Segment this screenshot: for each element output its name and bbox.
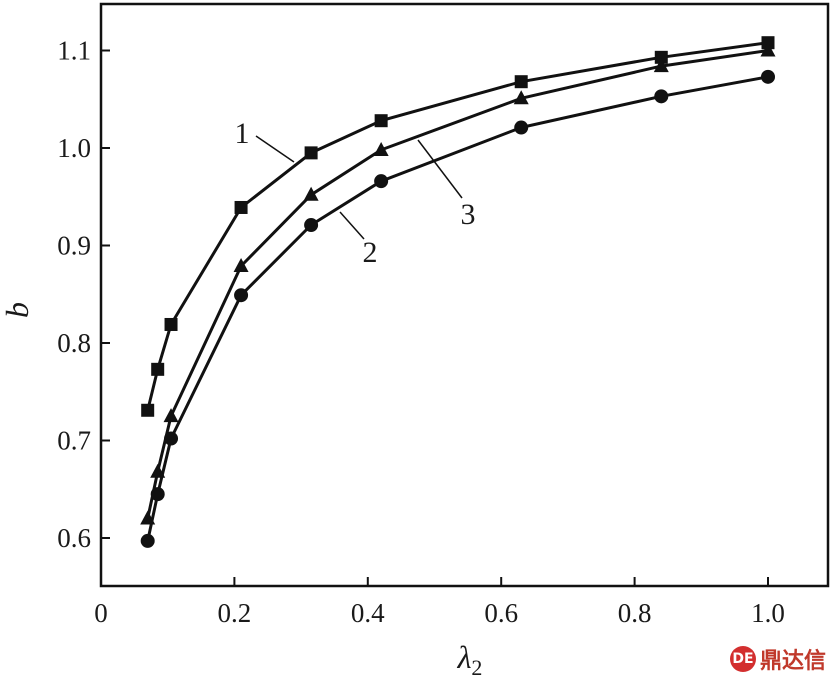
- series-3-point: [760, 42, 776, 57]
- series-3-point: [513, 90, 529, 105]
- series-3-point: [163, 408, 179, 423]
- x-tick-label: 0.6: [484, 598, 518, 628]
- callout-leader-line: [339, 211, 365, 240]
- y-tick-label: 1.1: [57, 36, 91, 66]
- series-2-point: [140, 533, 155, 548]
- series-1-point: [374, 114, 388, 128]
- series-3-point: [303, 186, 319, 201]
- y-tick-label: 0.7: [57, 426, 91, 456]
- series-callout-label: 2: [363, 236, 378, 269]
- series-2-point: [304, 218, 319, 233]
- series-3-point: [140, 510, 156, 525]
- series-1-point: [234, 200, 248, 214]
- watermark-text: 鼎达信: [759, 649, 826, 674]
- series-1-point: [654, 50, 668, 64]
- series-3-point: [150, 463, 166, 478]
- series-3-point: [373, 141, 389, 156]
- callout-leader-line: [255, 135, 295, 163]
- watermark-badge-icon: DE: [729, 646, 756, 672]
- series-2-point: [150, 487, 165, 502]
- plot-frame: [99, 2, 830, 588]
- series-3-point: [233, 257, 249, 272]
- series-1-point: [164, 317, 178, 331]
- series-1-point: [141, 403, 155, 417]
- series-callout-label: 1: [235, 117, 250, 150]
- callout-leader-line: [417, 139, 463, 199]
- y-tick-label: 0.9: [57, 231, 91, 261]
- series-callout-label: 3: [461, 198, 476, 231]
- y-tick-label: 0.6: [57, 523, 91, 553]
- y-tick-label: 0.8: [57, 328, 91, 358]
- x-tick-label: 1.0: [751, 598, 785, 628]
- series-1-point: [151, 362, 165, 376]
- y-axis-label: b: [0, 302, 35, 318]
- series-1-point: [514, 75, 528, 89]
- x-tick-label: 0.2: [218, 598, 252, 628]
- series-2-point: [654, 89, 669, 104]
- series-1-line: [146, 41, 769, 411]
- series-2-point: [234, 288, 249, 303]
- series-2-point: [761, 69, 775, 84]
- series-2-point: [514, 120, 529, 135]
- watermark-logo: DE 鼎达信: [729, 643, 826, 675]
- series-1-point: [304, 146, 318, 160]
- x-tick-label: 0.4: [351, 598, 385, 628]
- x-tick-label: 0: [94, 598, 108, 628]
- series-2-point: [164, 431, 179, 446]
- x-axis-label: λ2: [457, 639, 483, 680]
- series-2-point: [374, 174, 389, 189]
- series-3-point: [653, 58, 669, 73]
- x-tick-label: 0.8: [618, 598, 652, 628]
- y-tick-label: 1.0: [57, 133, 91, 163]
